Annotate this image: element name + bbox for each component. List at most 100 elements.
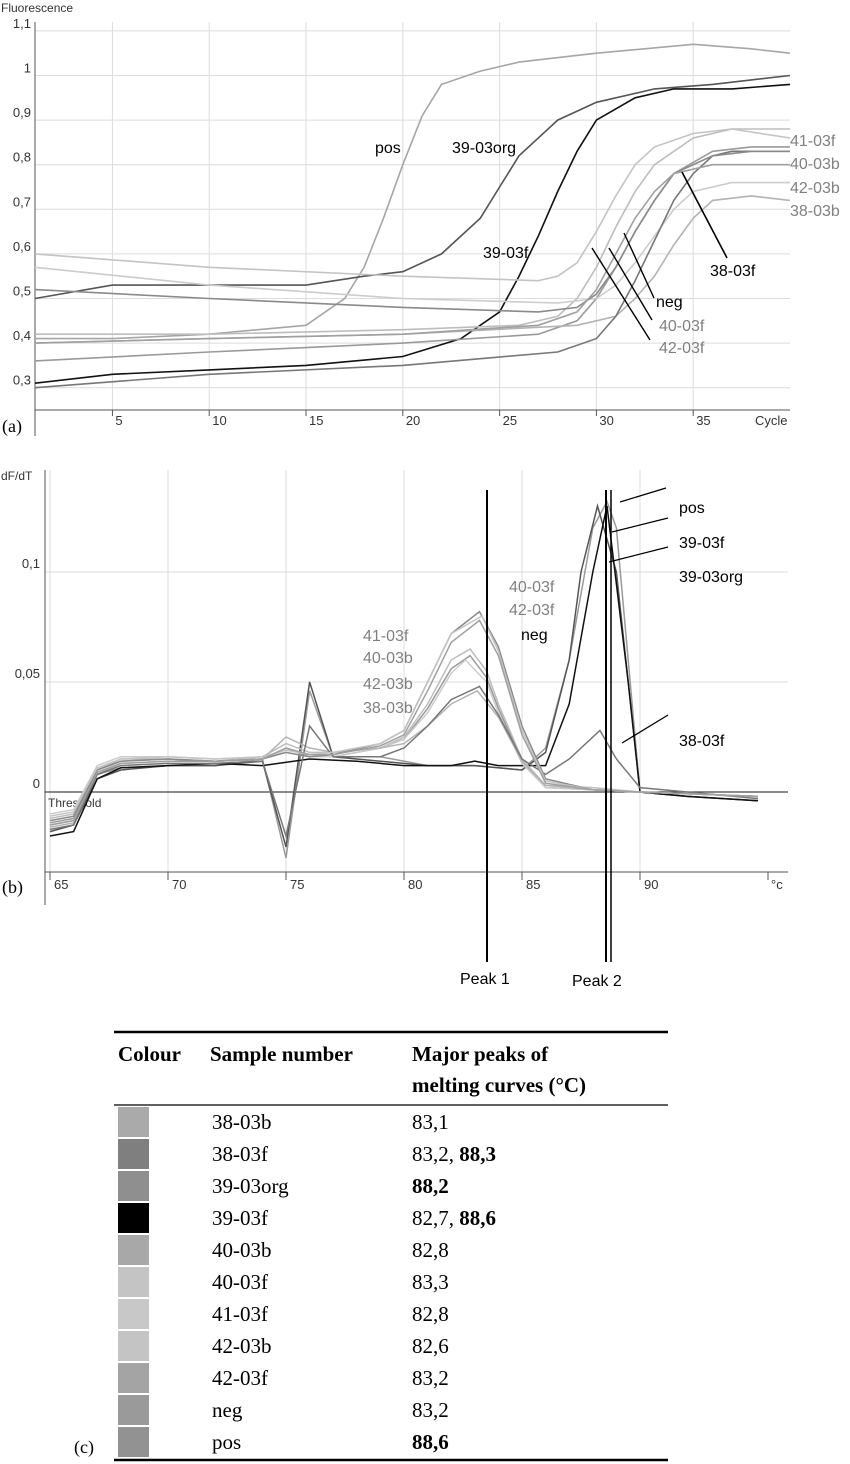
table-cell-peaks: 83,2 [412, 1398, 449, 1422]
table-cell-sample: pos [212, 1430, 241, 1454]
x-tick-label: 65 [54, 877, 68, 892]
peak-value-bold: 88,6 [459, 1206, 496, 1230]
annotation-label-41-03f: 41-03f [790, 133, 836, 150]
y-tick-label: 0,6 [13, 239, 31, 254]
colour-swatch-41-03f [118, 1299, 149, 1329]
leader-line-pos [619, 487, 667, 503]
table-header-peaks-unit: melting curves (°C) [412, 1073, 586, 1097]
annotation-label-38-03f: 38-03f [710, 263, 756, 280]
table-cell-sample: 39-03f [212, 1206, 268, 1230]
table-cell-peaks: 83,3 [412, 1270, 449, 1294]
colour-swatch-neg [118, 1395, 149, 1425]
panel-label-b: (b) [2, 877, 23, 898]
peak-value: 82,8 [412, 1238, 449, 1262]
annotation-label-38-03b: 38-03b [363, 700, 413, 717]
annotation-label-39-03f: 39-03f [483, 245, 529, 262]
y-tick-label: 0,9 [13, 105, 31, 120]
annotation-label-42-03b: 42-03b [790, 180, 840, 197]
x-tick-label: 80 [408, 877, 422, 892]
annotation-label-40-03f: 40-03f [659, 318, 705, 335]
table-cell-sample: 40-03f [212, 1270, 268, 1294]
peak-value-bold: 88,6 [412, 1430, 449, 1454]
peak-value: 82,6 [412, 1334, 449, 1358]
colour-swatch-38-03b [118, 1107, 149, 1137]
annotation-label-pos: pos [375, 140, 401, 157]
annotation-label-42-03f: 42-03f [509, 602, 555, 619]
peak-value-bold: 88,3 [459, 1142, 496, 1166]
colour-swatch-40-03b [118, 1235, 149, 1265]
colour-swatch-38-03f [118, 1139, 149, 1169]
x-tick-label: 5 [115, 413, 122, 428]
y-tick-label: 0,05 [15, 666, 40, 681]
leader-line-40-03f [608, 247, 653, 321]
series-line-41-03f [49, 648, 759, 820]
leader-line-38-03f [621, 714, 669, 744]
series-line-42-03f [34, 163, 790, 344]
colour-swatch-42-03b [118, 1331, 149, 1361]
x-tick-label: 70 [172, 877, 186, 892]
x-tick-label: 35 [696, 413, 710, 428]
peak-value: 83,2 [412, 1398, 449, 1422]
y-tick-label: 0,3 [13, 373, 31, 388]
peak-value: 83,3 [412, 1270, 449, 1294]
annotation-label-39-03f: 39-03f [679, 535, 725, 552]
panel-label-c: (c) [74, 1437, 94, 1458]
annotation-label-39-03org: 39-03org [452, 140, 516, 157]
annotation-label-neg: neg [656, 294, 683, 311]
colour-swatch-39-03org [118, 1171, 149, 1201]
series-line-39-03f [49, 505, 759, 837]
table-cell-sample: 39-03org [212, 1174, 289, 1198]
colour-swatch-42-03f [118, 1363, 149, 1393]
x-tick-label: 15 [309, 413, 323, 428]
series-line-neg [34, 150, 790, 313]
peak-value: 82,8 [412, 1302, 449, 1326]
peak-label-2: Peak 2 [572, 973, 622, 990]
leader-line-39-03org [608, 546, 669, 563]
table-cell-sample: 42-03f [212, 1366, 268, 1390]
leader-line-42-03f [591, 247, 651, 341]
table-cell-sample: 38-03b [212, 1110, 272, 1134]
x-tick-label: 20 [406, 413, 420, 428]
y-tick-label: 0,7 [13, 194, 31, 209]
x-tick-label: 75 [290, 877, 304, 892]
peak-value: 83,1 [412, 1110, 449, 1134]
y-tick-label: 0,1 [22, 556, 40, 571]
table-cell-sample: neg [212, 1398, 243, 1422]
table-cell-peaks: 82,6 [412, 1334, 449, 1358]
peak-value: 83,2, [412, 1142, 459, 1166]
y-axis-label: Fluorescence [1, 1, 73, 15]
annotation-label-40-03b: 40-03b [790, 156, 840, 173]
series-line-42-03b [49, 658, 759, 815]
peak-label-1: Peak 1 [460, 971, 510, 988]
series-line-39-03org [34, 74, 791, 300]
table-cell-peaks: 82,8 [412, 1238, 449, 1262]
leader-line-38-03f [681, 171, 728, 259]
y-tick-label: 0,4 [13, 328, 31, 343]
annotation-label-40-03b: 40-03b [363, 650, 413, 667]
x-tick-label: 30 [599, 413, 613, 428]
table-header-colour: Colour [118, 1042, 181, 1066]
table-cell-peaks: 83,2, 88,3 [412, 1142, 496, 1166]
annotation-label-neg: neg [521, 627, 548, 644]
y-tick-label: 1 [24, 61, 31, 76]
annotation-label-42-03f: 42-03f [659, 340, 705, 357]
table-cell-sample: 40-03b [212, 1238, 272, 1262]
x-tick-label: 85 [526, 877, 540, 892]
x-tick-label: 90 [644, 877, 658, 892]
table-header-peaks: Major peaks of [412, 1042, 549, 1066]
table-header-sample-number: Sample number [210, 1042, 353, 1066]
table-cell-sample: 42-03b [212, 1334, 272, 1358]
series-line-42-03f [49, 619, 759, 826]
series-line-39-03f [34, 83, 791, 384]
leader-line-neg [623, 232, 655, 299]
y-tick-label: 0 [33, 776, 40, 791]
series-line-42-03b [34, 181, 790, 304]
y-axis-label: dF/dT [1, 469, 33, 483]
peak-value: 83,2 [412, 1366, 449, 1390]
annotation-label-41-03f: 41-03f [363, 628, 409, 645]
colour-swatch-39-03f [118, 1203, 149, 1233]
peak-value: 82,7, [412, 1206, 459, 1230]
series-line-40-03f [49, 614, 759, 817]
annotation-label-40-03f: 40-03f [509, 579, 555, 596]
